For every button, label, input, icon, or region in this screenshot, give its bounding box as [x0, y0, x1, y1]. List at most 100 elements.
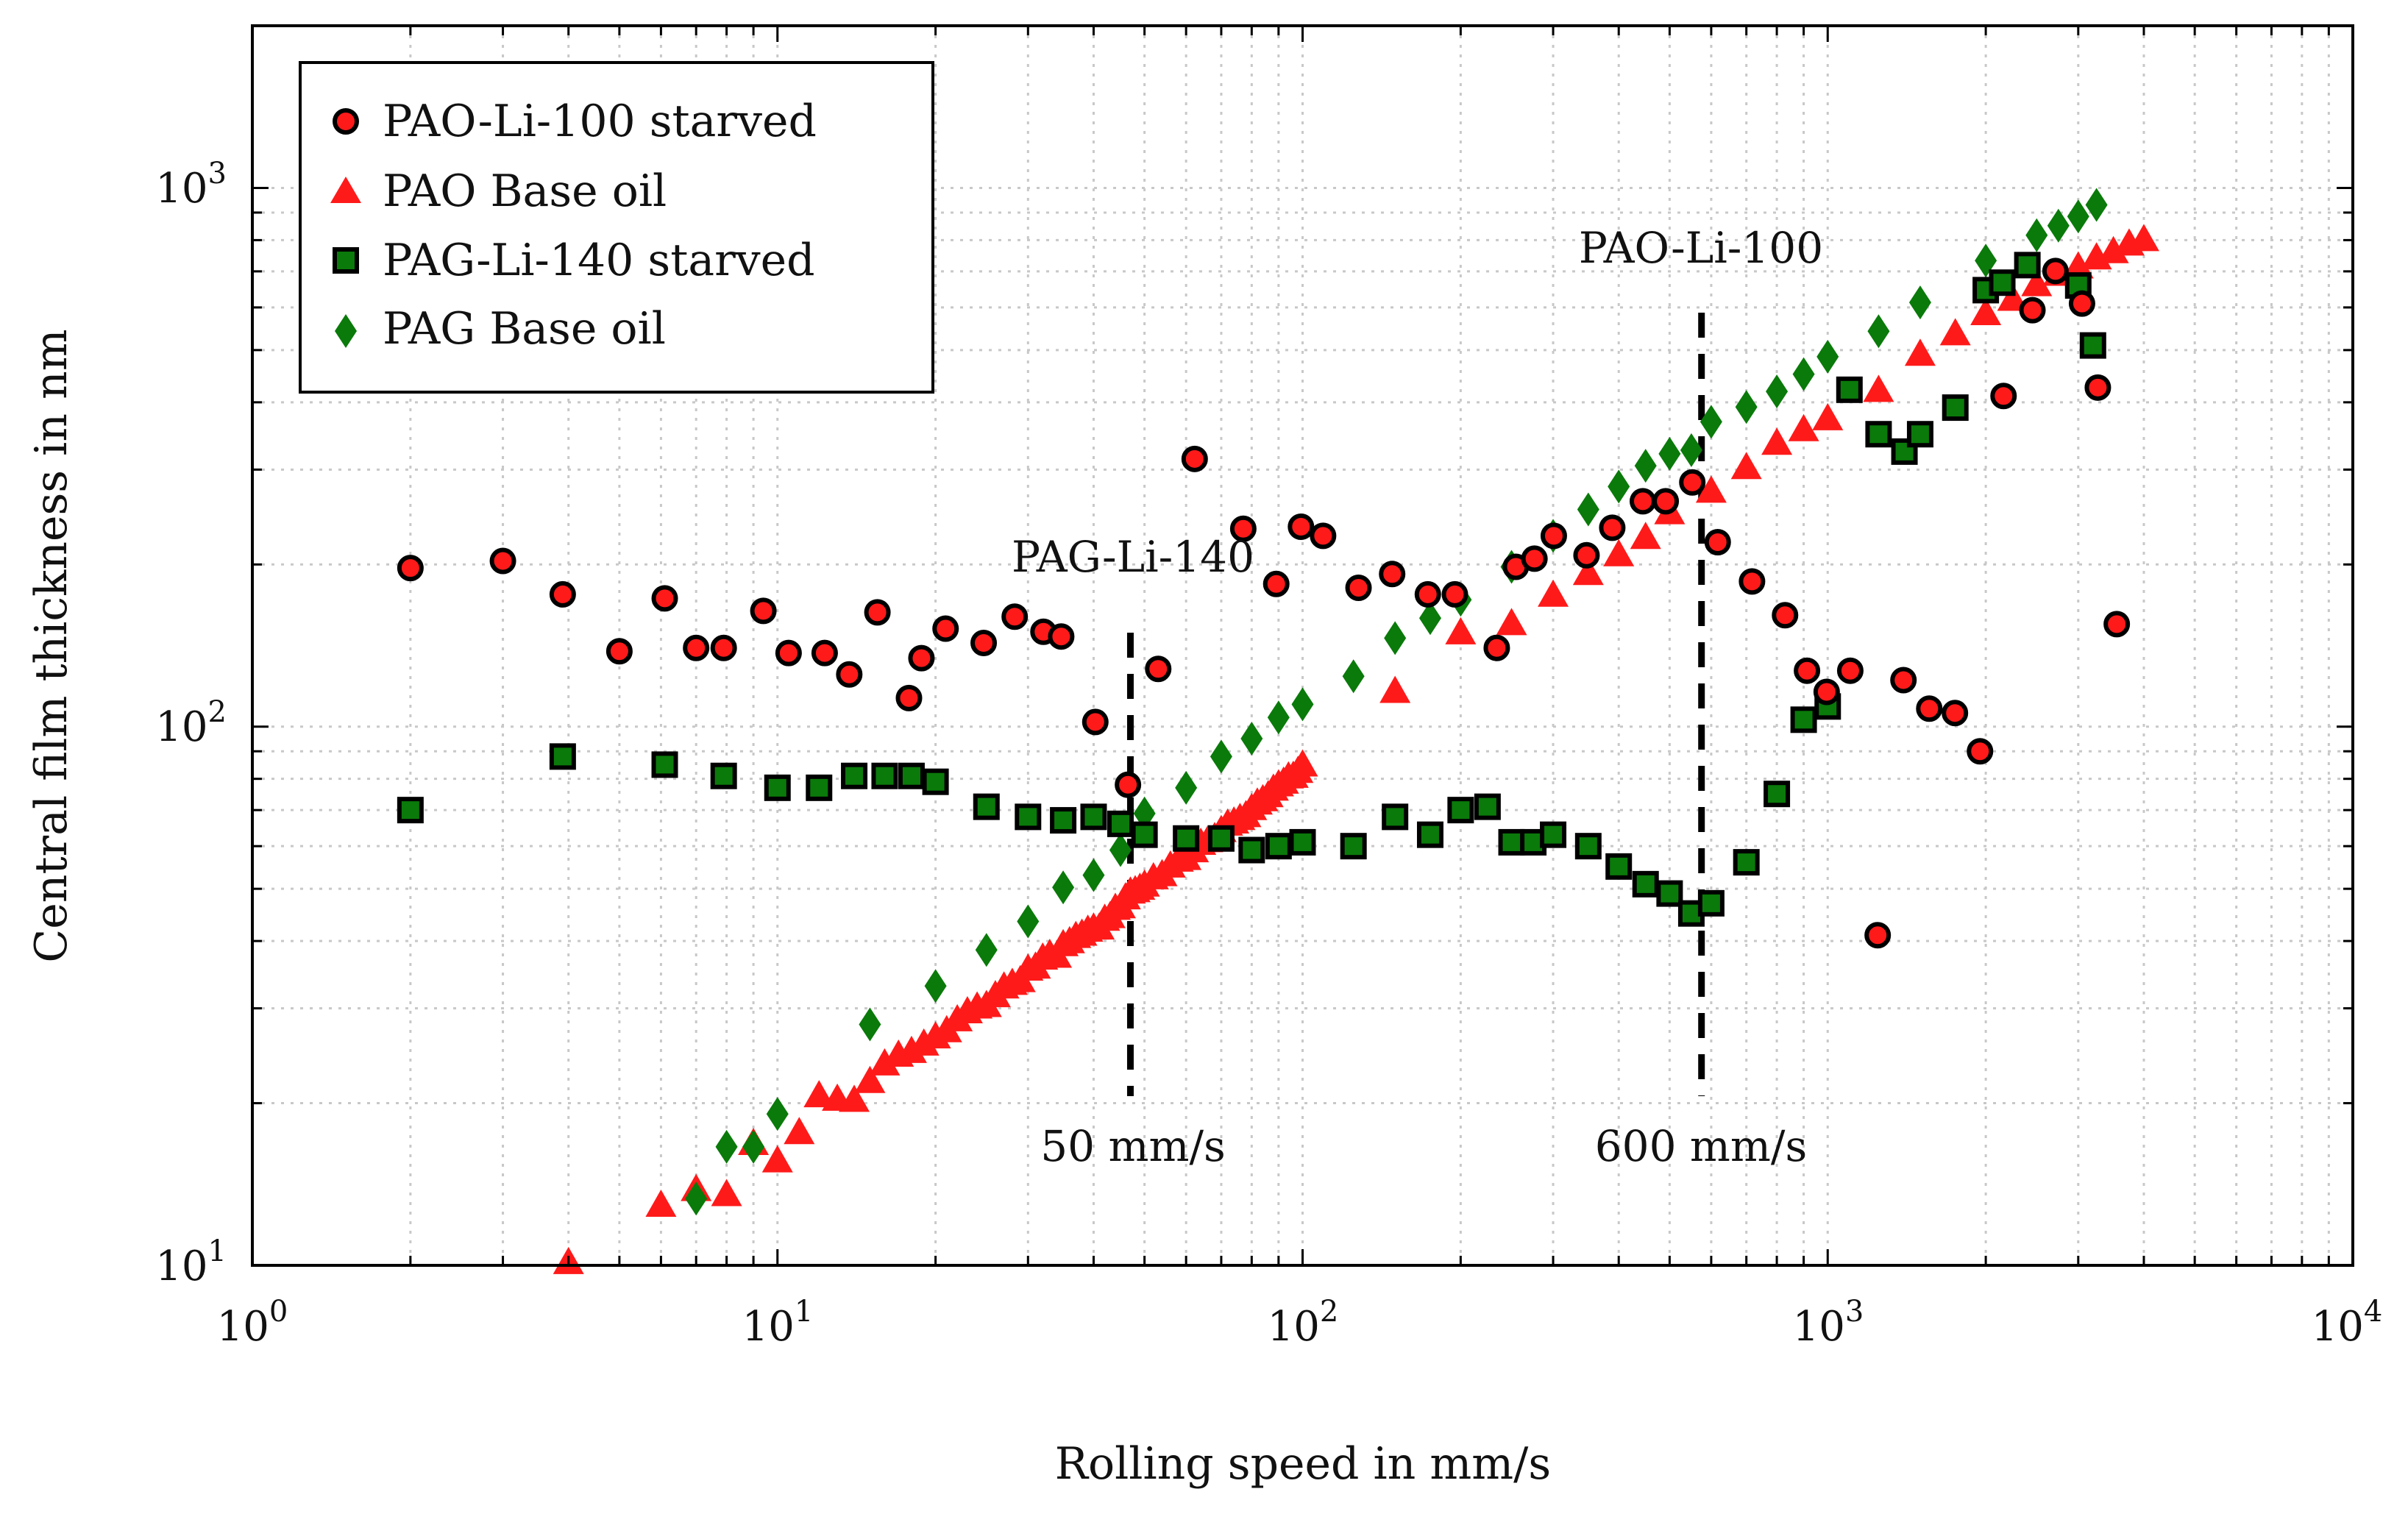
data-point: [1989, 269, 2016, 296]
data-point: [1050, 807, 1077, 834]
data-point: [1238, 836, 1265, 864]
grid-lines: [252, 26, 2353, 1265]
data-point: [1082, 858, 1105, 892]
data-point: [1498, 828, 1525, 856]
data-point: [1015, 803, 1042, 831]
data-point: [549, 743, 576, 770]
data-point: [1267, 700, 1290, 735]
data-point: [1916, 695, 1943, 722]
data-point: [685, 1181, 708, 1216]
data-point: [1265, 833, 1292, 860]
data-point: [742, 1129, 765, 1164]
data-point: [1418, 601, 1441, 636]
data-point: [1634, 449, 1657, 483]
data-point: [1836, 376, 1863, 403]
data-point: [1384, 621, 1407, 655]
data-point: [871, 762, 898, 789]
annotations: PAG-Li-140 50 mm/s PAO-Li-100 600 mm/s: [1012, 223, 1823, 1171]
legend-marker-diamond: [335, 314, 357, 348]
data-point: [1210, 739, 1232, 774]
data-markers: [397, 188, 2159, 1274]
data-point: [1656, 880, 1683, 907]
data-point: [1017, 904, 1040, 939]
data-point: [1288, 513, 1315, 540]
annotation-pag-li-140: PAG-Li-140: [1012, 532, 1254, 582]
data-point: [1608, 469, 1630, 504]
data-point: [839, 1084, 870, 1112]
data-point: [1652, 488, 1680, 515]
data-point: [1291, 687, 1314, 722]
annotation-50-mms: 50 mm/s: [1040, 1121, 1226, 1171]
data-point: [1700, 405, 1722, 439]
data-point: [1890, 667, 1917, 694]
data-point: [1997, 283, 2028, 311]
x-tick-label: 103: [1793, 1295, 1864, 1351]
data-point: [803, 1080, 835, 1108]
data-point: [1697, 889, 1725, 917]
data-point: [2084, 374, 2112, 401]
series-pao-li-100-starved: [397, 257, 2131, 949]
data-point: [1115, 771, 1142, 798]
data-point: [1867, 314, 1890, 349]
data-point: [711, 1179, 742, 1206]
data-point: [683, 634, 710, 661]
data-point: [869, 1048, 901, 1076]
legend-label: PAO Base oil: [383, 166, 667, 217]
data-point: [1181, 445, 1208, 472]
data-point: [1970, 298, 2002, 326]
legend-label: PAO-Li-100 starved: [383, 96, 817, 147]
x-tick-label: 100: [217, 1295, 288, 1351]
data-point: [908, 644, 935, 672]
data-point: [2021, 269, 2053, 296]
data-point: [841, 762, 868, 789]
data-point: [895, 684, 923, 711]
data-point: [1605, 853, 1633, 880]
data-point: [1906, 421, 1933, 448]
annotation-600-mms: 600 mm/s: [1595, 1121, 1807, 1171]
data-point: [1990, 383, 2017, 410]
data-point: [836, 661, 863, 688]
data-point: [806, 774, 833, 801]
data-point: [2068, 290, 2095, 317]
data-point: [1001, 603, 1029, 630]
data-point: [1262, 570, 1290, 597]
data-point: [1572, 558, 1604, 586]
data-point: [1967, 738, 1994, 765]
data-point: [1048, 623, 1075, 650]
data-point: [1521, 545, 1548, 572]
series-pag-base-oil: [685, 188, 2108, 1216]
data-point: [1082, 708, 1109, 736]
data-point: [397, 797, 424, 824]
data-point: [715, 1129, 738, 1164]
data-point: [1540, 821, 1567, 848]
x-tick-label: 102: [1268, 1295, 1339, 1351]
data-point: [397, 555, 424, 582]
data-point: [1772, 602, 1799, 629]
data-point: [1632, 870, 1659, 898]
data-point: [1342, 659, 1365, 694]
data-point: [1942, 394, 1969, 422]
data-point: [2103, 611, 2131, 638]
legend-item-pao-li-100-starved: PAO-Li-100 starved: [333, 96, 817, 147]
data-point: [1573, 541, 1600, 569]
data-point: [1908, 285, 1931, 320]
data-point: [1904, 338, 1936, 366]
legend-marker-circle: [333, 108, 359, 135]
data-point: [605, 638, 633, 665]
data-point: [1766, 374, 1789, 409]
data-point: [1540, 522, 1567, 550]
data-point: [1680, 433, 1702, 467]
data-point: [2019, 296, 2046, 324]
data-point: [1175, 770, 1198, 805]
data-point: [1794, 657, 1821, 684]
data-point: [645, 1190, 677, 1218]
data-point: [1445, 616, 1477, 644]
legend-item-pag-base-oil: PAG Base oil: [335, 303, 666, 355]
data-point: [1483, 634, 1510, 661]
legend-item-pao-base-oil: PAO Base oil: [330, 166, 667, 217]
data-point: [922, 768, 949, 795]
data-point: [1414, 580, 1441, 608]
data-point: [766, 1097, 789, 1131]
data-point: [1695, 475, 1727, 503]
x-axis-tick-labels: 100 101 102 103 104: [217, 1295, 2383, 1351]
